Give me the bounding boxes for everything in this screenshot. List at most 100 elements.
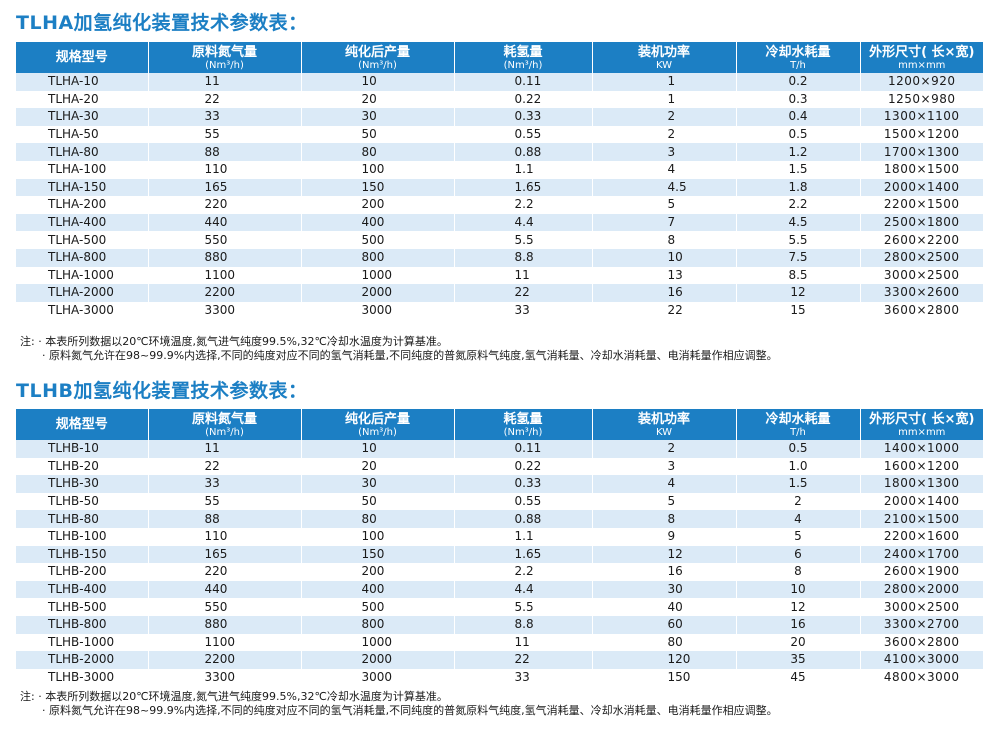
table-cell: 5 <box>735 527 860 546</box>
table-cell: TLHB-150 <box>16 545 148 564</box>
column-header: 装机功率 KW <box>591 42 736 73</box>
table-cell: 9 <box>591 527 736 546</box>
table-cell: 2200 <box>147 284 301 302</box>
table-cell: 3000×2500 <box>859 598 983 616</box>
table-cell: 1800×1500 <box>859 160 983 179</box>
table-cell: TLHB-50 <box>16 492 148 511</box>
table-cell: TLHA-30 <box>16 108 148 126</box>
table-row: TLHB-30 33 30 0.33 4 1.5 1800×1300 <box>16 475 983 493</box>
table-row: TLHA-20 22 20 0.22 1 0.3 1250×980 <box>16 90 983 109</box>
table-cell: TLHB-20 <box>16 457 148 476</box>
table-cell: 10 <box>300 73 454 91</box>
table-cell: 10 <box>300 440 454 458</box>
tlha-table-body: TLHA-10 11 10 0.11 1 0.2 1200×920 TLHA-20 22 20 0.… <box>16 73 983 320</box>
table-cell: 3300 <box>147 668 301 687</box>
table-row: TLHB-10 11 10 0.11 2 0.5 1400×1000 <box>16 440 983 458</box>
table-cell: TLHB-200 <box>16 563 148 581</box>
column-header-unit: KW <box>655 426 673 438</box>
tlha-notes: 注: · 本表所列数据以20℃环境温度,氮气进气纯度99.5%,32℃冷却水温度… <box>20 335 778 363</box>
table-cell: 8 <box>735 563 860 581</box>
column-header-label: 耗氢量 <box>503 44 543 60</box>
table-cell: 3600×2800 <box>859 633 983 652</box>
table-cell: TLHA-150 <box>16 178 148 197</box>
tlha-section-title: TLHA加氢纯化装置技术参数表： <box>16 12 308 34</box>
table-cell: 0.11 <box>453 440 592 458</box>
column-header: 纯化后产量 (Nm³/h) <box>300 409 454 440</box>
table-cell: 0.5 <box>735 440 860 458</box>
table-cell: TLHA-500 <box>16 231 148 249</box>
table-cell: 150 <box>300 178 454 197</box>
table-cell: 2 <box>591 125 736 144</box>
table-cell: 5 <box>591 492 736 511</box>
table-cell: 2600×2200 <box>859 231 983 249</box>
table-cell: 1500×1200 <box>859 125 983 144</box>
table-cell: 8.5 <box>735 266 860 285</box>
column-header: 冷却水耗量 T/h <box>735 42 860 73</box>
table-cell: 2000 <box>300 651 454 669</box>
table-cell: 60 <box>591 615 736 634</box>
table-cell: 55 <box>147 125 301 144</box>
table-cell: 200 <box>300 563 454 581</box>
table-cell: 1400×1000 <box>859 440 983 458</box>
tlha-note-1: 注: · 本表所列数据以20℃环境温度,氮气进气纯度99.5%,32℃冷却水温度… <box>20 335 448 348</box>
column-header: 规格型号 <box>16 42 148 73</box>
table-cell: 3300 <box>147 301 301 320</box>
table-cell: 0.33 <box>453 475 592 493</box>
table-cell: TLHA-3000 <box>16 301 148 320</box>
table-cell: 0.4 <box>735 108 860 126</box>
column-header-label: 纯化后产量 <box>344 44 410 60</box>
table-cell: 2.2 <box>453 196 592 214</box>
table-cell: 4.5 <box>591 178 736 197</box>
table-cell: 1.8 <box>735 178 860 197</box>
column-header-label: 纯化后产量 <box>344 411 410 427</box>
table-cell: 3 <box>591 143 736 161</box>
table-cell: 110 <box>147 527 301 546</box>
table-cell: 1 <box>591 90 736 109</box>
table-cell: 1600×1200 <box>859 457 983 476</box>
table-row: TLHB-1000 1100 1000 11 80 20 3600×2800 <box>16 633 983 652</box>
table-cell: TLHA-20 <box>16 90 148 109</box>
tlhb-table-header: 规格型号 原料氮气量 (Nm³/h) 纯化后产量 (Nm³/h) 耗氢量 (Nm³/h) 装机… <box>16 409 983 440</box>
table-cell: 0.55 <box>453 125 592 144</box>
table-cell: 3300×2700 <box>859 615 983 634</box>
table-row: TLHB-80 88 80 0.88 8 4 2100×1500 <box>16 510 983 528</box>
table-cell: 550 <box>147 231 301 249</box>
table-cell: 12 <box>735 598 860 616</box>
table-row: TLHB-800 880 800 8.8 60 16 3300×2700 <box>16 615 983 634</box>
table-cell: 88 <box>147 510 301 528</box>
table-row: TLHA-100 110 100 1.1 4 1.5 1800×1500 <box>16 160 983 179</box>
column-header: 冷却水耗量 T/h <box>735 409 860 440</box>
table-cell: 1700×1300 <box>859 143 983 161</box>
tlha-note-2: · 原料氮气允许在98~99.9%内选择,不同的纯度对应不同的氢气消耗量,不同纯… <box>42 349 778 362</box>
table-cell: 40 <box>591 598 736 616</box>
table-cell: 8 <box>591 510 736 528</box>
table-cell: TLHB-2000 <box>16 651 148 669</box>
column-header: 外形尺寸( 长×宽) mm×mm <box>859 409 983 440</box>
table-cell: 3300×2600 <box>859 284 983 302</box>
table-cell: 50 <box>300 125 454 144</box>
column-header: 原料氮气量 (Nm³/h) <box>147 42 301 73</box>
table-cell: TLHA-50 <box>16 125 148 144</box>
table-cell: 33 <box>453 668 592 687</box>
table-row: TLHA-800 880 800 8.8 10 7.5 2800×2500 <box>16 248 983 267</box>
table-cell: TLHA-10 <box>16 73 148 91</box>
tlha-spec-table: 规格型号 原料氮气量 (Nm³/h) 纯化后产量 (Nm³/h) 耗氢量 (Nm³/h) 装机… <box>16 42 983 320</box>
table-cell: 22 <box>147 90 301 109</box>
table-cell: 16 <box>591 563 736 581</box>
tlhb-table-body: TLHB-10 11 10 0.11 2 0.5 1400×1000 TLHB-20 22 20 0… <box>16 440 983 687</box>
table-cell: 30 <box>300 108 454 126</box>
column-header-unit: (Nm³/h) <box>358 426 397 438</box>
table-cell: 33 <box>147 108 301 126</box>
table-cell: 800 <box>300 248 454 267</box>
table-cell: 33 <box>453 301 592 320</box>
table-cell: TLHA-2000 <box>16 284 148 302</box>
table-cell: 500 <box>300 231 454 249</box>
table-cell: 1200×920 <box>859 73 983 91</box>
table-cell: 440 <box>147 213 301 232</box>
table-row: TLHA-80 88 80 0.88 3 1.2 1700×1300 <box>16 143 983 161</box>
table-cell: TLHB-30 <box>16 475 148 493</box>
table-cell: 22 <box>147 457 301 476</box>
table-cell: 500 <box>300 598 454 616</box>
table-cell: 22 <box>453 284 592 302</box>
table-row: TLHB-2000 2200 2000 22 120 35 4100×3000 <box>16 651 983 669</box>
